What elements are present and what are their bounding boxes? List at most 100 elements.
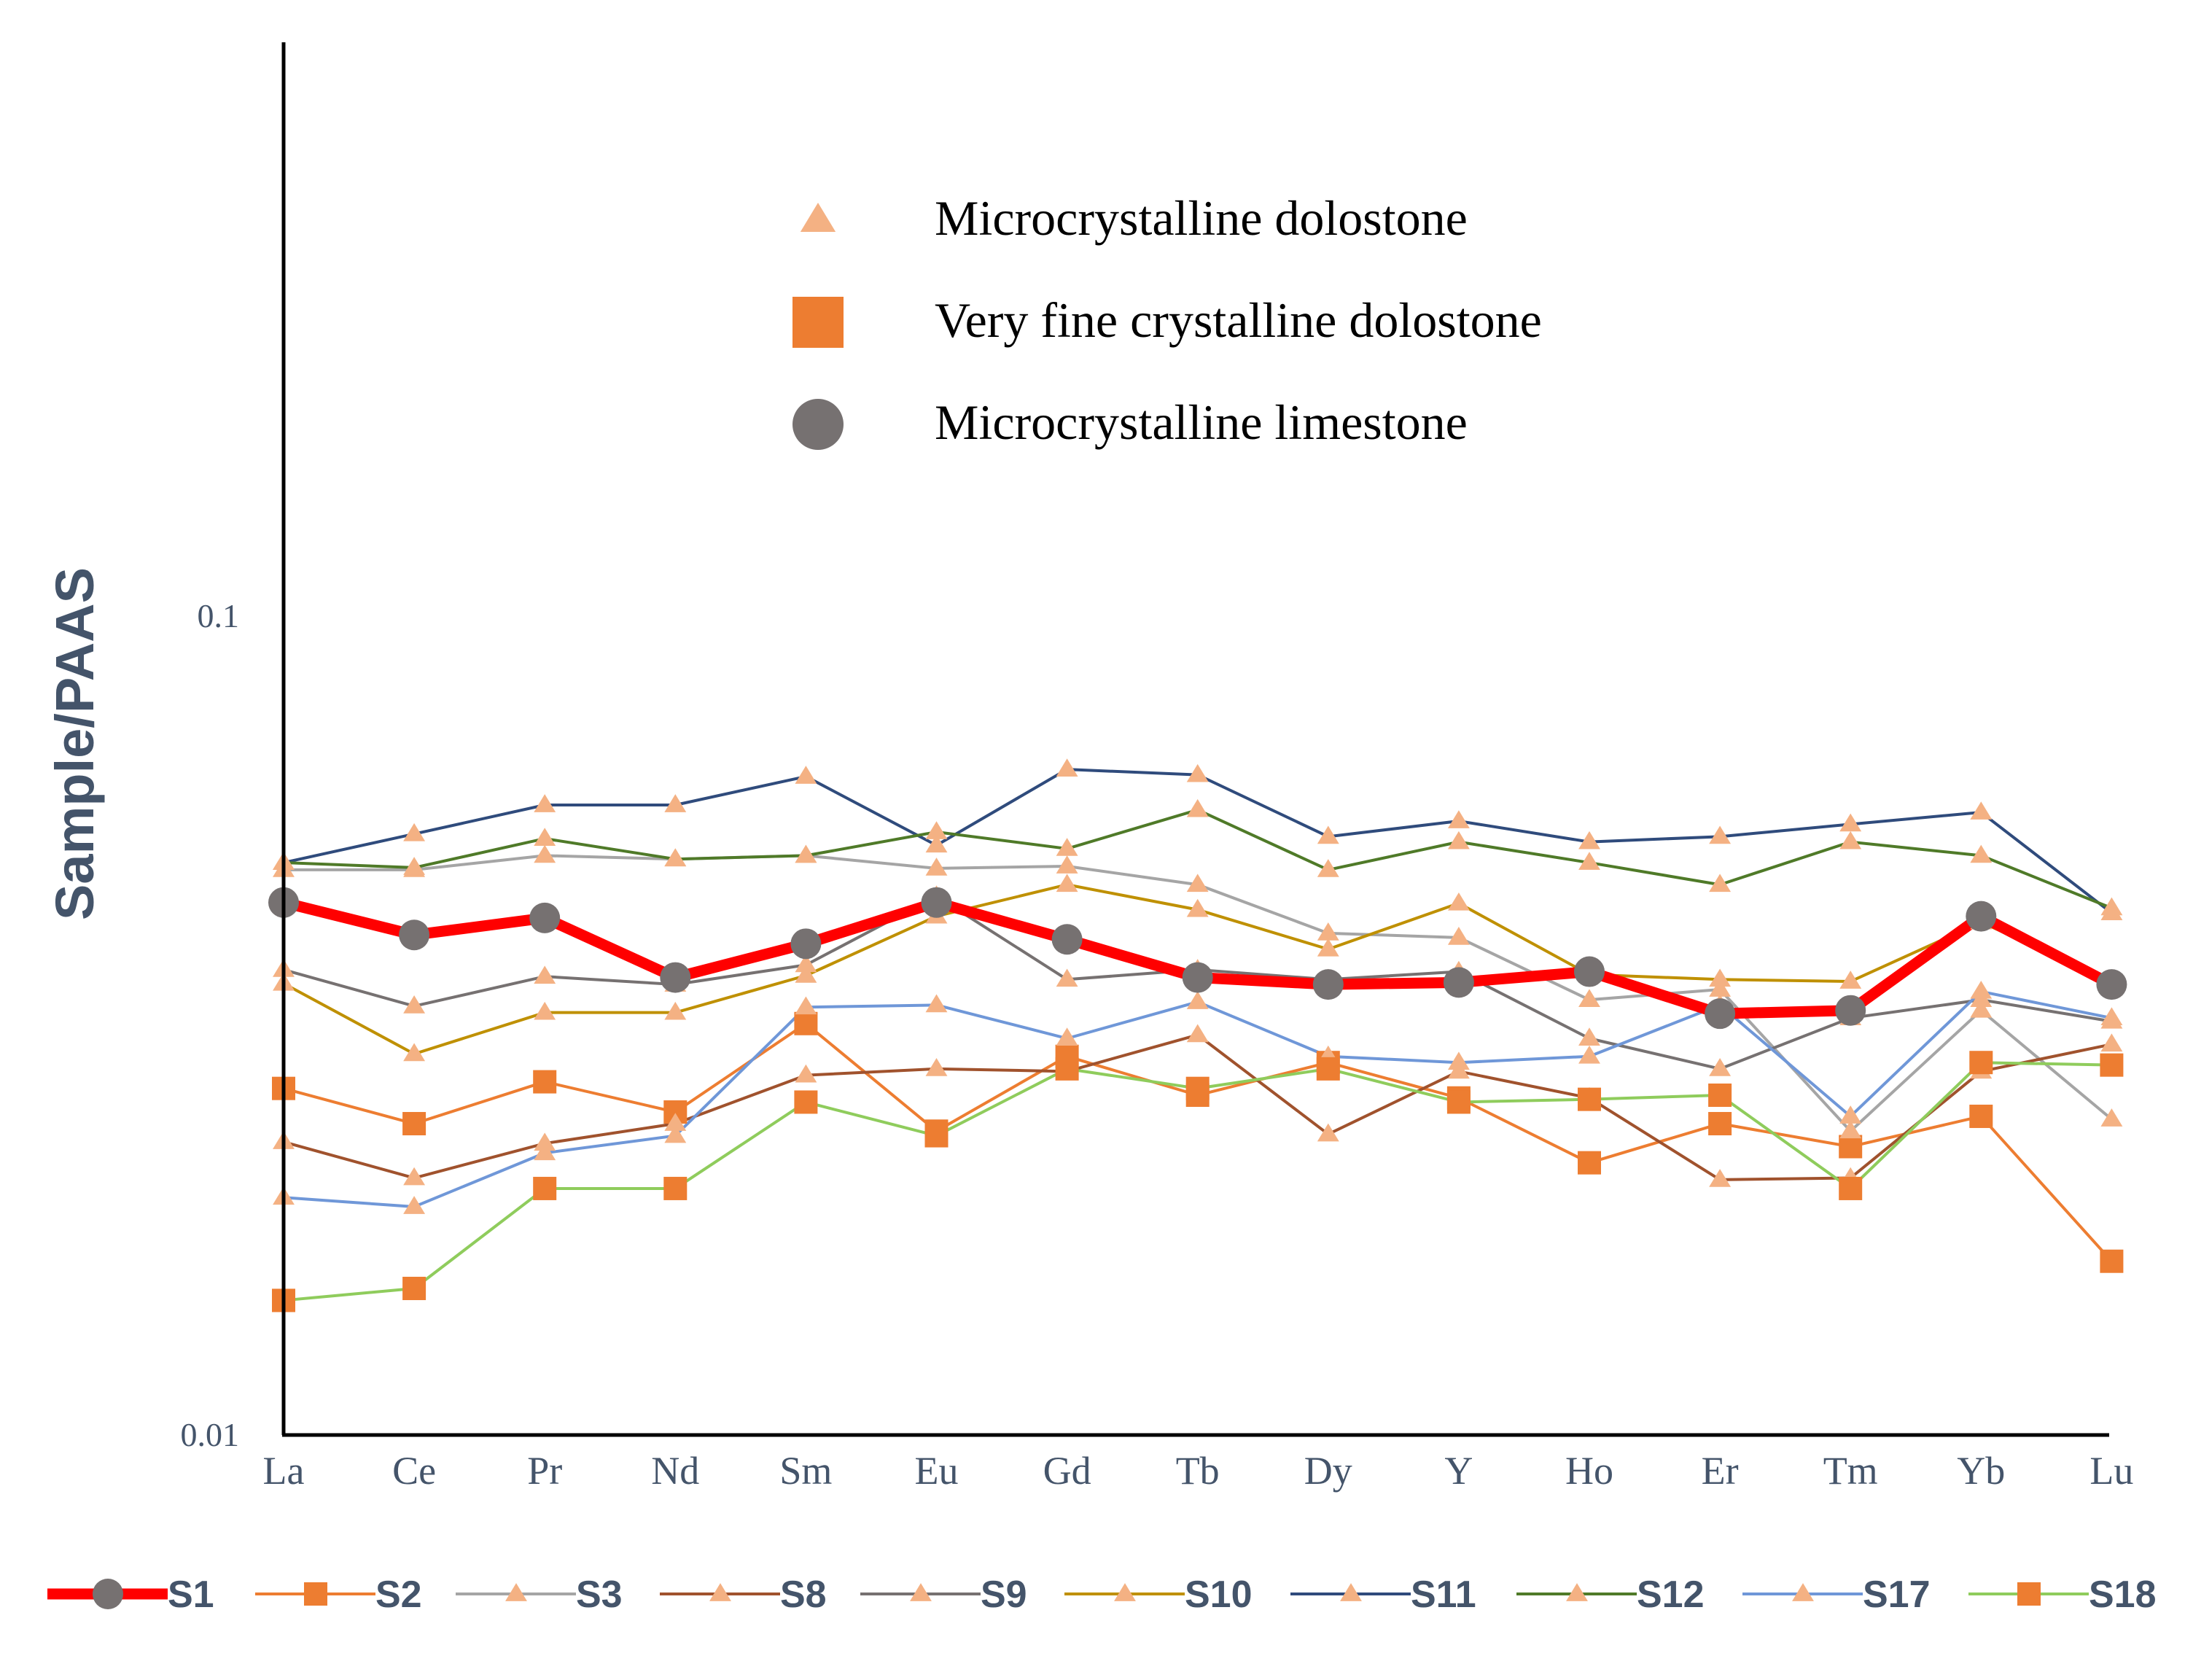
data-point-s9-sm	[795, 954, 817, 973]
data-point-s12-tb	[1186, 798, 1209, 817]
data-point-s17-nd	[664, 1124, 687, 1143]
rock-legend-label: Microcrystalline dolostone	[935, 190, 1468, 246]
data-point-s12-ho	[1578, 852, 1600, 870]
data-point-s1-tm	[1835, 995, 1866, 1026]
x-tick-label-tm: Tm	[1823, 1449, 1878, 1493]
legend-label-s3: S3	[576, 1574, 623, 1616]
data-point-s3-er	[1709, 979, 1732, 997]
data-point-s12-yb	[1970, 844, 1993, 863]
legend-label-s1: S1	[168, 1574, 214, 1616]
data-point-s11-ho	[1578, 831, 1600, 849]
rock-legend-label: Very fine crystalline dolostone	[935, 292, 1542, 348]
legend-label-s8: S8	[780, 1574, 827, 1616]
data-point-s12-y	[1447, 831, 1470, 849]
data-point-s18-ho	[1578, 1087, 1601, 1111]
rock-type-legend: Microcrystalline dolostone Very fine crys…	[792, 190, 1542, 450]
data-point-s18-tm	[1839, 1176, 1863, 1200]
data-point-s1-ho	[1574, 956, 1605, 987]
data-point-s18-yb	[1969, 1051, 1993, 1075]
data-point-s2-er	[1708, 1112, 1732, 1136]
data-point-s11-nd	[664, 794, 687, 812]
legend-label-s12: S12	[1637, 1574, 1705, 1616]
data-point-s8-tb	[1186, 1024, 1209, 1043]
data-point-s10-tm	[1839, 971, 1862, 989]
rock-legend-marker-square	[792, 297, 844, 348]
data-point-s18-er	[1708, 1083, 1732, 1107]
legend-marker-s8	[709, 1583, 731, 1601]
data-point-s2-lu	[2100, 1249, 2124, 1273]
x-tick-label-dy: Dy	[1304, 1449, 1352, 1493]
data-point-s9-ce	[403, 995, 426, 1014]
legend-marker-s1	[93, 1579, 123, 1609]
data-point-s12-eu	[925, 821, 948, 839]
data-point-s17-sm	[795, 996, 817, 1015]
data-point-s11-er	[1709, 825, 1732, 844]
data-point-s8-pr	[534, 1132, 556, 1151]
series-legend: S1 S2 S3 S8 S9 S10 S11 S12 S17 S18	[47, 1574, 2157, 1616]
data-point-s17-gd	[1056, 1027, 1078, 1046]
data-point-s1-y	[1443, 967, 1474, 998]
data-point-s18-gd	[1055, 1057, 1079, 1081]
data-point-s17-yb	[1970, 980, 1993, 999]
data-point-s1-yb	[1966, 901, 1997, 932]
data-point-s18-y	[1446, 1090, 1471, 1114]
data-point-s1-gd	[1051, 924, 1083, 955]
data-point-s12-sm	[795, 844, 817, 863]
legend-label-s10: S10	[1185, 1574, 1253, 1616]
data-point-s18-pr	[533, 1176, 557, 1200]
rock-legend-marker-circle	[792, 399, 844, 450]
data-point-s11-sm	[795, 766, 817, 784]
x-tick-label-la: La	[263, 1449, 305, 1493]
data-point-s10-sm	[795, 965, 817, 983]
data-point-s9-ho	[1578, 1027, 1600, 1046]
rock-legend-marker-triangle	[800, 203, 836, 232]
legend-label-s2: S2	[375, 1574, 422, 1616]
data-point-s11-tm	[1839, 813, 1862, 832]
legend-marker-s10	[1114, 1583, 1136, 1601]
data-point-s11-yb	[1970, 801, 1993, 820]
data-point-s8-eu	[925, 1058, 948, 1076]
data-point-s10-y	[1447, 892, 1470, 911]
data-point-s3-dy	[1317, 922, 1339, 941]
data-point-s18-eu	[924, 1124, 949, 1148]
legend-marker-s9	[910, 1583, 932, 1601]
data-point-s18-nd	[663, 1176, 688, 1200]
data-point-s11-pr	[534, 794, 556, 812]
data-point-s11-dy	[1317, 825, 1339, 844]
data-point-s17-tb	[1186, 991, 1209, 1009]
data-point-s11-ce	[403, 822, 426, 841]
data-point-s3-lu	[2100, 1108, 2123, 1127]
data-point-s11-eu	[925, 834, 948, 853]
data-point-s3-tm	[1839, 1120, 1862, 1139]
legend-label-s17: S17	[1863, 1574, 1931, 1616]
data-point-s8-lu	[2100, 1033, 2123, 1052]
data-point-s10-ce	[403, 1043, 426, 1062]
series-line-s8	[283, 1033, 2112, 1181]
x-tick-label-gd: Gd	[1043, 1449, 1091, 1493]
data-point-s2-tm	[1839, 1135, 1863, 1159]
data-point-s18-lu	[2100, 1053, 2124, 1077]
x-tick-label-er: Er	[1702, 1449, 1739, 1493]
data-point-s11-tb	[1186, 763, 1209, 782]
data-point-s1-ce	[399, 919, 430, 951]
data-point-s17-ce	[403, 1196, 426, 1214]
data-point-s12-ce	[403, 857, 426, 875]
data-point-s18-dy	[1316, 1057, 1340, 1081]
data-point-s11-y	[1447, 810, 1470, 828]
legend-marker-s17	[1792, 1583, 1814, 1601]
rock-legend-label: Microcrystalline limestone	[935, 394, 1468, 450]
data-point-s17-y	[1447, 1051, 1470, 1070]
data-point-s12-tm	[1839, 831, 1862, 849]
x-tick-label-tb: Tb	[1176, 1449, 1220, 1493]
data-point-s10-dy	[1317, 938, 1339, 957]
legend-label-s9: S9	[981, 1574, 1027, 1616]
data-point-s12-dy	[1317, 859, 1339, 877]
data-point-s8-ce	[403, 1167, 426, 1186]
series-markers	[268, 758, 2127, 1312]
data-point-s3-ho	[1578, 989, 1600, 1008]
data-point-s1-tb	[1182, 962, 1213, 993]
y-axis-label: Sample/PAAS	[44, 567, 105, 920]
data-point-s10-tb	[1186, 898, 1209, 917]
